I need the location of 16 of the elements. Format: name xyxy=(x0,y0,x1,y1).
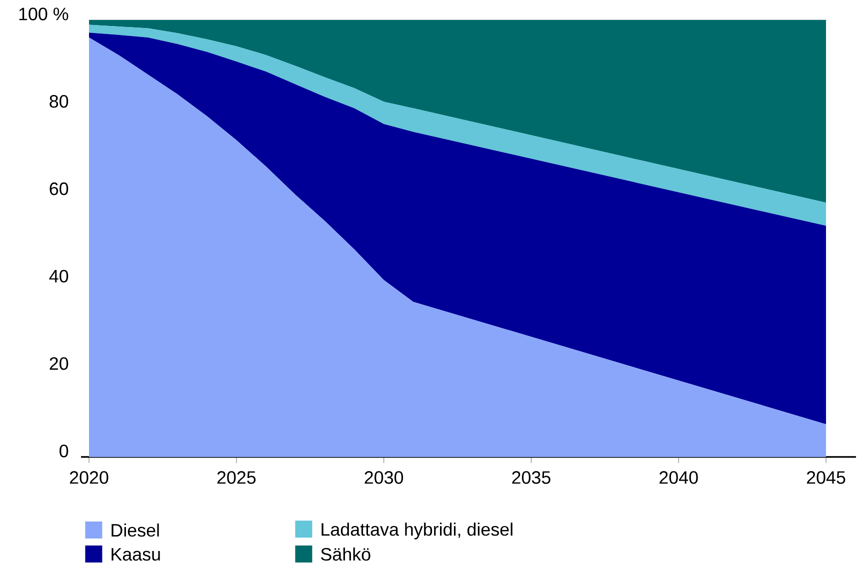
y-tick-label: 40 xyxy=(49,270,68,283)
x-tick-label: 2025 xyxy=(217,471,256,484)
x-tick-label: 2030 xyxy=(364,471,404,484)
x-tick-label: 2045 xyxy=(806,471,846,484)
y-tick-label: 60 xyxy=(50,182,68,196)
legend-label: Ladattava hybridi, diesel xyxy=(322,522,512,540)
y-tick-label: 0 xyxy=(60,444,68,458)
legend-label: Sähkö xyxy=(321,547,370,561)
legend-label: Diesel xyxy=(112,523,159,537)
y-tick-label: 80 xyxy=(50,95,68,108)
y-tick-label: 100 % xyxy=(19,8,68,20)
x-tick-label: 2020 xyxy=(70,471,108,484)
x-tick-label: 2040 xyxy=(660,471,698,484)
x-tick-label: 2035 xyxy=(512,471,550,484)
legend-label: Kaasu xyxy=(112,548,160,561)
y-tick-label: 20 xyxy=(50,357,68,370)
